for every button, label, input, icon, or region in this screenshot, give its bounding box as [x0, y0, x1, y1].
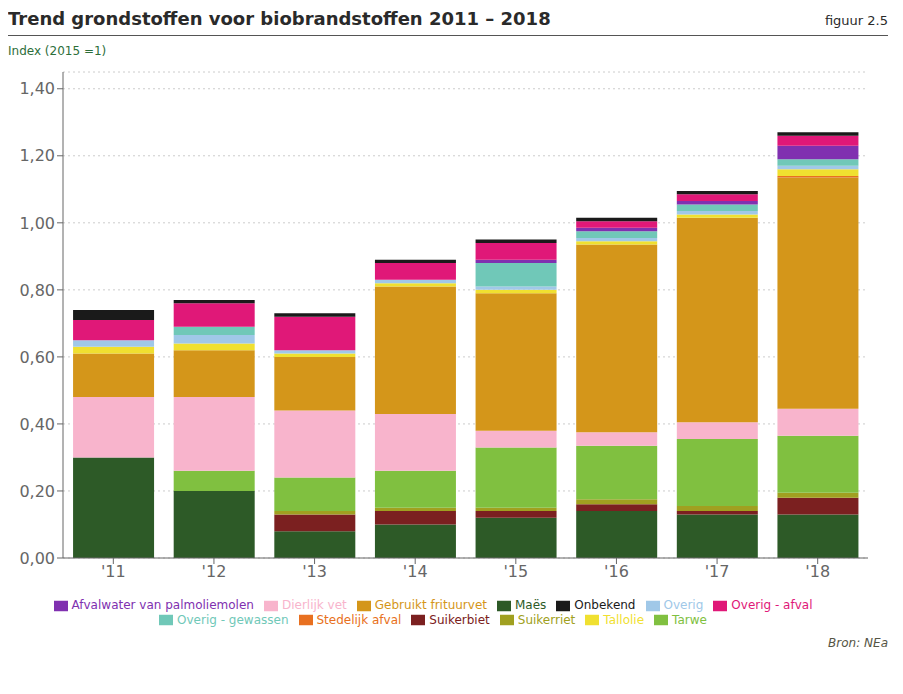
svg-text:'15: '15: [503, 562, 528, 581]
html-text:Overig: Overig: [663, 598, 704, 612]
svg-text:1,00: 1,00: [19, 214, 55, 233]
svg-text:'17: '17: [705, 562, 730, 581]
svg-text:'14: '14: [403, 562, 428, 581]
html-text:Suikerriet: Suikerriet: [517, 612, 576, 627]
html-text:Tarwe: Tarwe: [672, 612, 707, 627]
html-text:Overig - gewassen: Overig - gewassen: [177, 612, 289, 627]
svg-text:'13: '13: [302, 562, 327, 581]
html-text:Bron: NEa: Bron: NEa: [828, 636, 888, 650]
svg-text:0,60: 0,60: [19, 348, 55, 367]
html-text:Maës: Maës: [515, 598, 547, 612]
html-text:Index (2015 =1): Index (2015 =1): [8, 44, 107, 58]
html-text:Gebruikt frituurvet: Gebruikt frituurvet: [374, 598, 487, 612]
svg-text:0,80: 0,80: [19, 281, 55, 300]
svg-text:'18: '18: [805, 562, 830, 581]
html-text:Tallolie: Tallolie: [603, 612, 645, 627]
html-text:Trend grondstoffen voor biobra: Trend grondstoffen voor biobrandstoffen …: [8, 8, 551, 29]
html-text:Suikerbiet: Suikerbiet: [429, 612, 490, 627]
svg-text:1,40: 1,40: [19, 79, 55, 98]
svg-text:0,40: 0,40: [19, 415, 55, 434]
html-text:Stedelijk afval: Stedelijk afval: [316, 612, 402, 627]
html-text:Overig - afval: Overig - afval: [731, 598, 813, 612]
html-text:Onbekend: Onbekend: [574, 598, 636, 612]
svg-text:'11: '11: [101, 562, 126, 581]
svg-text:'16: '16: [604, 562, 629, 581]
html-text:Afvalwater van palmoliemolen: Afvalwater van palmoliemolen: [71, 598, 254, 612]
svg-text:1,20: 1,20: [19, 146, 55, 165]
svg-text:'12: '12: [202, 562, 227, 581]
svg-text:0,00: 0,00: [19, 549, 55, 568]
svg-text:0,20: 0,20: [19, 482, 55, 501]
html-text:Dierlijk vet: Dierlijk vet: [281, 598, 347, 612]
html-text:figuur 2.5: figuur 2.5: [824, 13, 888, 28]
